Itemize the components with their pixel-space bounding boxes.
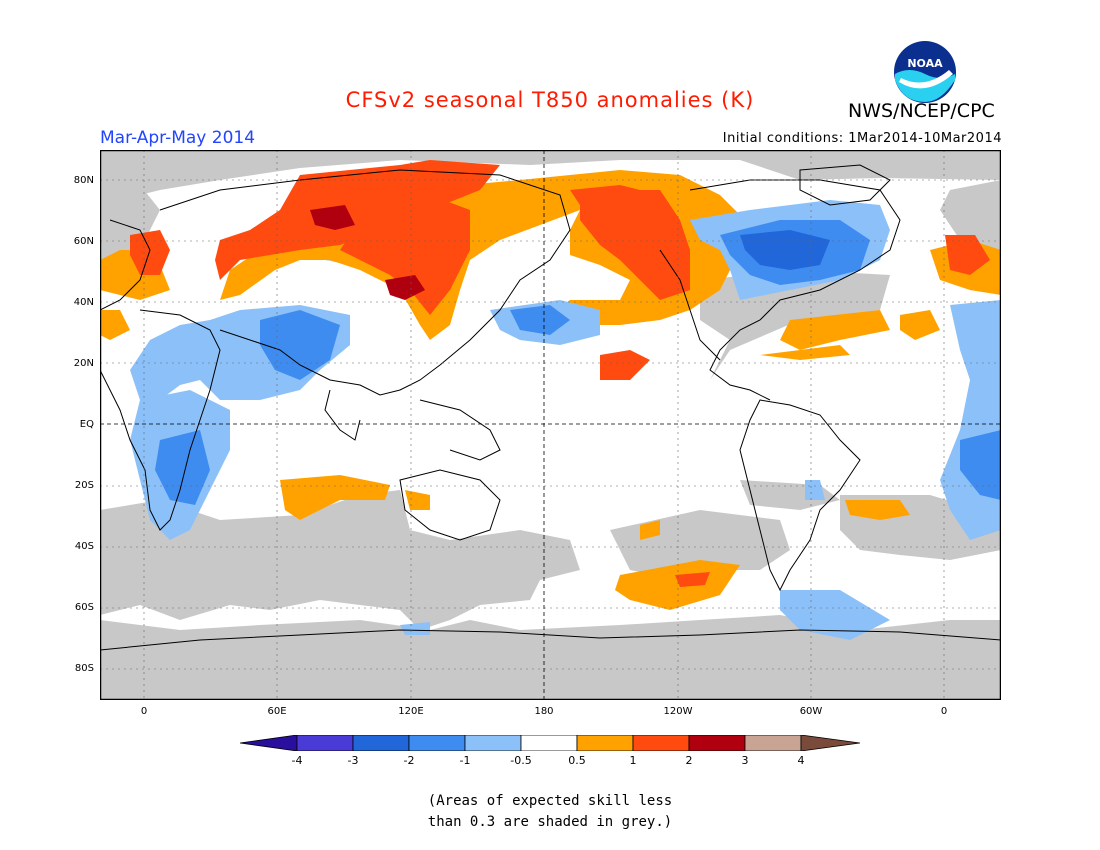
map-frame [100,150,1001,700]
graticule [100,150,1001,700]
colorbar-label: 0.5 [568,754,586,767]
map-title: CFSv2 seasonal T850 anomalies (K) [345,88,755,112]
colorbar-label: -0.5 [510,754,532,767]
colorbar-label: -2 [403,754,415,767]
colorbar-swatch-8 [688,735,746,751]
lon-label-180: 180 [534,706,554,717]
logo-text: NOAA [907,57,943,70]
colorbar-swatch-1 [296,735,354,751]
lat-label-20s: 20S [74,480,94,491]
lon-label-120w: 120W [663,706,693,717]
skill-note-line1: (Areas of expected skill less [427,793,673,809]
colorbar-label: 3 [741,754,749,767]
noaa-logo: NOAA [894,41,956,103]
colorbar-swatch-9 [744,735,802,751]
lat-label-80n: 80N [73,175,94,186]
colorbar-swatch-3 [408,735,466,751]
lat-label-20n: 20N [73,358,94,369]
colorbar [240,735,860,751]
skill-note-line2: than 0.3 are shaded in grey.) [427,814,673,830]
season-label: Mar-Apr-May 2014 [100,128,256,148]
lat-label-eq: EQ [79,419,94,430]
colorbar-label: -1 [459,754,471,767]
colorbar-swatch-5 [520,735,578,751]
lon-label-120e: 120E [398,706,424,717]
anomaly-map [100,150,1001,700]
lon-label-0-east: 0 [940,706,948,717]
colorbar-swatch-6 [576,735,634,751]
coastlines [100,164,1001,651]
colorbar-label: -3 [347,754,359,767]
colorbar-label: 4 [797,754,805,767]
lat-label-40n: 40N [73,297,94,308]
lon-label-60w: 60W [799,706,823,717]
organization-label: NWS/NCEP/CPC [848,100,995,122]
lat-label-60s: 60S [74,602,94,613]
colorbar-label: -4 [291,754,303,767]
initial-conditions-label: Initial conditions: 1Mar2014-10Mar2014 [722,131,1002,146]
lat-label-80s: 80S [74,663,94,674]
colorbar-label: 2 [685,754,693,767]
colorbar-swatch-7 [632,735,690,751]
lat-label-60n: 60N [73,236,94,247]
colorbar-swatch-0 [240,735,298,751]
lat-label-40s: 40S [74,541,94,552]
warm-anomaly-regions [100,160,1001,610]
lon-label-60e: 60E [267,706,287,717]
colorbar-swatch-4 [464,735,522,751]
lon-label-0: 0 [140,706,148,717]
colorbar-label: 1 [629,754,637,767]
colorbar-swatch-2 [352,735,410,751]
colorbar-swatch-10 [800,735,860,751]
